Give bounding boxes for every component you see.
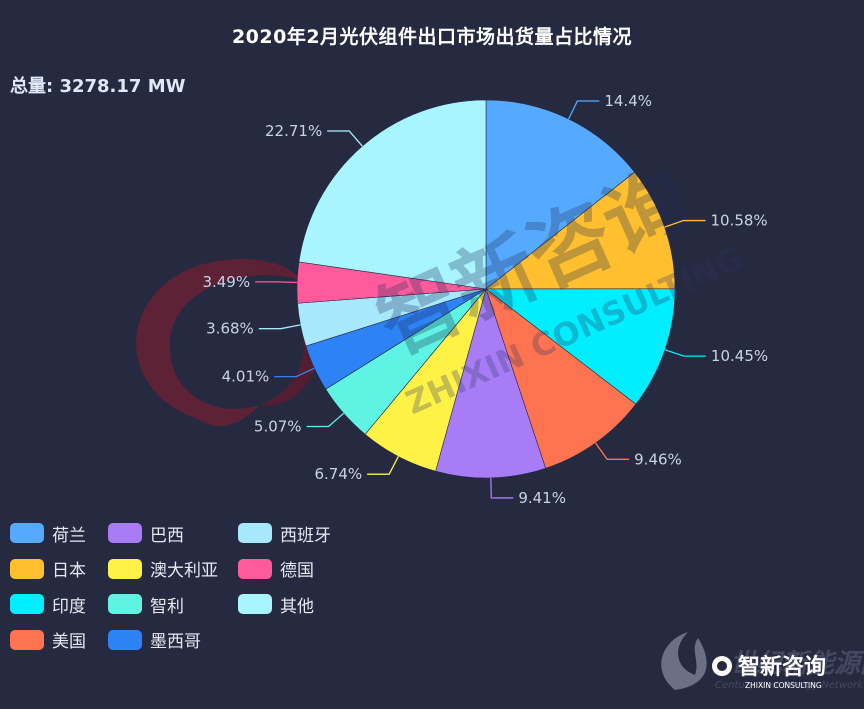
- legend-item[interactable]: 墨西哥: [108, 629, 201, 652]
- label-leader-line-7: [274, 367, 315, 378]
- total-amount: 总量: 3278.17 MW: [10, 76, 186, 97]
- legend-swatch: [10, 594, 44, 614]
- corner-logo-main: 智新咨询: [738, 654, 826, 680]
- legend-swatch: [10, 523, 44, 543]
- pie-slice-1: [485, 171, 676, 290]
- legend-label: 德国: [280, 561, 314, 581]
- label-leader-line-1: [664, 219, 706, 228]
- slice-label-5: 6.74%: [314, 465, 362, 483]
- legend-swatch: [10, 629, 44, 650]
- pie-slice-0: [485, 99, 636, 290]
- pie-slice-2: [485, 288, 676, 405]
- label-leader-line-2: [664, 349, 706, 357]
- label-leader-line-5: [367, 456, 399, 475]
- slice-label-4: 9.41%: [518, 489, 566, 507]
- legend-item[interactable]: 日本: [10, 558, 86, 581]
- legend-item[interactable]: 智利: [108, 593, 184, 617]
- corner-logo: 世纪新能源网 Century New Energy Network 智新咨询 Z…: [661, 632, 864, 691]
- label-leader-line-8: [258, 324, 301, 330]
- slice-label-1: 10.58%: [710, 212, 767, 230]
- slice-label-9: 3.49%: [202, 273, 250, 291]
- slice-label-2: 10.45%: [711, 347, 768, 365]
- legend-label: 澳大利亚: [150, 561, 218, 581]
- legend-label: 西班牙: [280, 525, 331, 546]
- corner-logo-bg-sub: Century New Energy Network: [715, 680, 864, 691]
- legend-item[interactable]: 德国: [238, 558, 314, 581]
- legend-label: 智利: [150, 596, 184, 617]
- legend-label: 墨西哥: [150, 632, 201, 652]
- legend-swatch: [238, 558, 272, 579]
- background-swirl-decoration: [136, 259, 320, 427]
- corner-logo-sub: ZHIXIN CONSULTING: [745, 681, 822, 690]
- legend-swatch: [238, 594, 272, 614]
- legend-label: 印度: [52, 596, 86, 617]
- chart-title: 2020年2月光伏组件出口市场出货量占比情况: [231, 26, 633, 48]
- label-leader-line-10: [327, 130, 363, 147]
- pie-slice-3: [485, 288, 637, 469]
- legend-item[interactable]: 荷兰: [10, 522, 86, 546]
- legend-swatch: [108, 523, 142, 543]
- legend-swatch: [108, 594, 142, 614]
- label-leader-line-9: [255, 281, 298, 284]
- slice-label-10: 22.71%: [265, 122, 322, 140]
- label-leader-line-4: [490, 477, 514, 499]
- slice-label-8: 3.68%: [206, 320, 254, 338]
- legend-item[interactable]: 澳大利亚: [108, 558, 218, 581]
- legend-swatch: [10, 558, 44, 579]
- slice-label-6: 5.07%: [254, 417, 302, 435]
- label-leader-line-3: [595, 442, 630, 460]
- legend-label: 美国: [52, 632, 86, 652]
- label-leader-line-6: [306, 412, 345, 428]
- slice-label-7: 4.01%: [222, 368, 270, 386]
- legend-label: 荷兰: [52, 525, 86, 546]
- legend-item[interactable]: 其他: [238, 593, 314, 617]
- flame-icon: [661, 632, 707, 690]
- pie-labels: 14.4% 10.58% 10.45% 9.46% 9.41% 6.74% 5.07% 4.0…: [202, 92, 768, 507]
- legend-label: 其他: [280, 596, 314, 617]
- pie-slices: [296, 99, 676, 479]
- legend-label: 巴西: [150, 525, 184, 546]
- legend-swatch: [108, 629, 142, 650]
- legend-item[interactable]: 巴西: [108, 522, 184, 546]
- corner-logo-bg-text: 世纪新能源网: [730, 649, 864, 679]
- slice-label-0: 14.4%: [604, 92, 652, 110]
- legend-label: 日本: [52, 561, 86, 581]
- legend-item[interactable]: 西班牙: [238, 522, 331, 546]
- label-leader-line-0: [568, 100, 600, 120]
- legend-swatch: [108, 558, 142, 579]
- legend-item[interactable]: 美国: [10, 629, 86, 652]
- legend-item[interactable]: 印度: [10, 593, 86, 617]
- slice-label-3: 9.46%: [634, 450, 682, 468]
- legend-swatch: [238, 523, 272, 543]
